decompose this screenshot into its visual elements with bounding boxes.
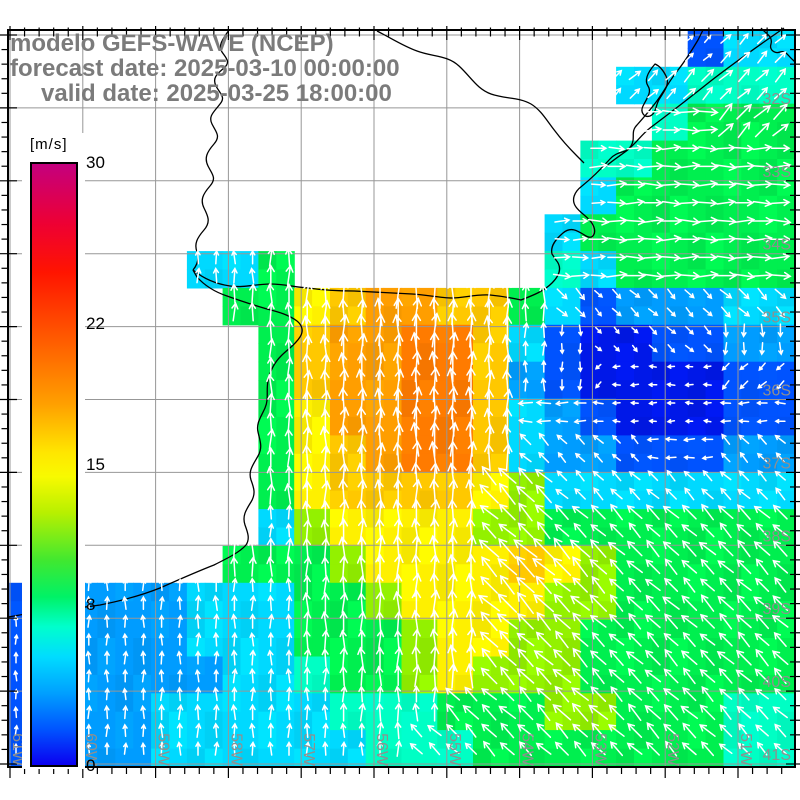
lat-lon-gridlines: [8, 30, 795, 767]
latitude-label: 38S: [763, 528, 791, 545]
direction-arrows: [13, 32, 792, 758]
colorbar-unit-label: [m/s]: [30, 136, 68, 153]
longitude-label: 60W: [82, 733, 99, 767]
map-frame: [7, 29, 796, 768]
colorbar-tick-label: 8: [86, 595, 96, 615]
colorbar-tick-label: 0: [86, 756, 96, 775]
longitude-label: 59W: [155, 733, 172, 767]
longitude-label: 51W: [737, 733, 754, 767]
colorbar-tick-label: 15: [86, 454, 105, 474]
latitude-label: 40S: [763, 674, 791, 691]
longitude-label: 54W: [519, 733, 536, 767]
longitude-label: 55W: [446, 733, 463, 767]
longitude-label: 57W: [300, 733, 317, 767]
latitude-label: 37S: [763, 455, 791, 472]
latitude-label: 33S: [763, 164, 791, 181]
longitude-label: 56W: [373, 733, 390, 767]
longitude-label: 58W: [227, 733, 244, 767]
coastline: [7, 27, 796, 618]
latitude-label: 41S: [763, 747, 791, 764]
colorbar: [m/s]: [22, 133, 85, 769]
longitude-label: 52W: [664, 733, 681, 767]
latitude-label: 39S: [763, 601, 791, 618]
latitude-labels: 32S 33S 34S 35S 36S 37S 38S 39S 40S 41S: [763, 91, 791, 764]
axis-ticks: [0, 26, 800, 778]
colorbar-tick-label: 22: [86, 313, 105, 333]
latitude-label: 35S: [763, 310, 791, 327]
latitude-label: 36S: [763, 383, 791, 400]
latitude-label: 32S: [763, 91, 791, 108]
colorbar-tick-label: 30: [86, 153, 105, 172]
colorbar-gradient: [30, 162, 78, 767]
longitude-label: 53W: [591, 733, 608, 767]
longitude-label: 61W: [9, 733, 26, 767]
latitude-label: 34S: [763, 237, 791, 254]
wave-speed-cells: [8, 30, 796, 768]
longitude-labels: 61W 60W 59W 58W 57W 56W 55W 54W 53W 52W 51W: [9, 733, 754, 767]
